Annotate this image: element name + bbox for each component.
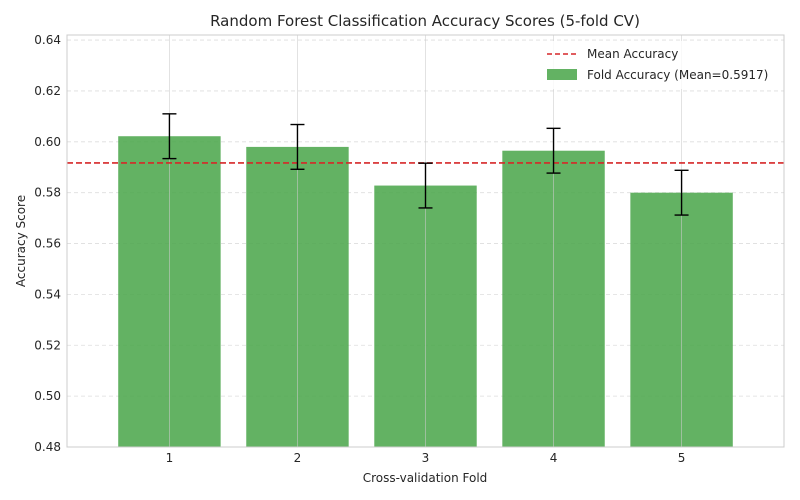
chart-title: Random Forest Classification Accuracy Sc… [210, 12, 640, 30]
error-bar [546, 127, 561, 174]
error-bar [162, 113, 177, 160]
y-tick-label: 0.64 [34, 33, 61, 47]
y-tick-label: 0.54 [34, 287, 61, 301]
x-tick-label: 1 [166, 451, 174, 465]
error-bar [674, 169, 689, 216]
x-tick-label: 5 [678, 451, 686, 465]
error-bars [162, 113, 689, 216]
x-axis-label: Cross-validation Fold [363, 471, 488, 485]
y-tick-label: 0.62 [34, 84, 61, 98]
x-tick-label: 3 [422, 451, 430, 465]
legend-bar-label: Fold Accuracy (Mean=0.5917) [587, 68, 768, 82]
y-tick-label: 0.50 [34, 389, 61, 403]
y-tick-label: 0.52 [34, 338, 61, 352]
plot-frame [66, 34, 785, 448]
y-tick-label: 0.56 [34, 237, 61, 251]
y-tick-label: 0.58 [34, 186, 61, 200]
axes [66, 34, 785, 448]
vertical-grid [169, 35, 682, 447]
x-tick-label: 2 [294, 451, 302, 465]
tick-labels: 0.48 0.50 0.52 0.54 0.56 0.58 0.60 0.62 0.64 1 2 3 4… [34, 33, 685, 465]
y-tick-label: 0.60 [34, 135, 61, 149]
error-bar [290, 123, 305, 170]
legend-mean-label: Mean Accuracy [587, 47, 678, 61]
y-axis-label: Accuracy Score [14, 195, 28, 287]
legend-bar-swatch [547, 69, 577, 80]
x-tick-label: 4 [550, 451, 558, 465]
error-bar [418, 162, 433, 209]
y-tick-label: 0.48 [34, 440, 61, 454]
legend: Mean Accuracy Fold Accuracy (Mean=0.5917… [538, 41, 778, 89]
legend-frame [538, 41, 778, 89]
